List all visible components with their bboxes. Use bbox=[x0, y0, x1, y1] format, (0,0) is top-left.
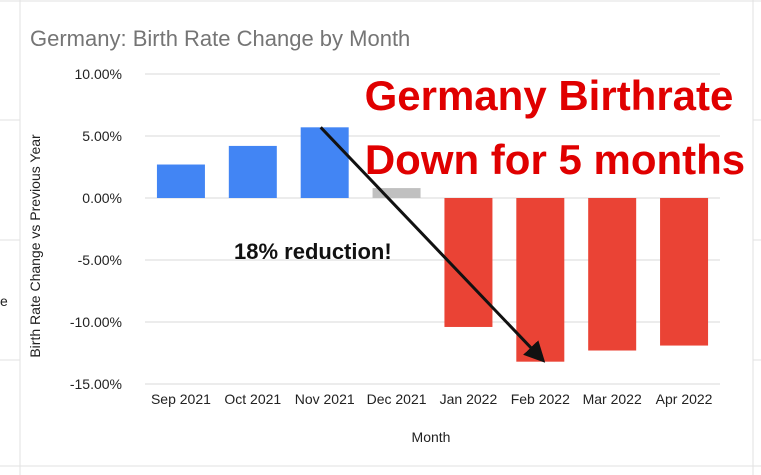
bar-oct-2021 bbox=[228, 145, 277, 198]
reduction-annotation: 18% reduction! bbox=[234, 239, 392, 264]
x-tick-label: Mar 2022 bbox=[583, 391, 642, 407]
bar-jan-2022 bbox=[444, 198, 493, 327]
bar-apr-2022 bbox=[660, 198, 709, 346]
y-tick-label: 5.00% bbox=[82, 128, 122, 144]
bar-mar-2022 bbox=[588, 198, 637, 351]
x-tick-label: Nov 2021 bbox=[295, 391, 355, 407]
y-tick-label: -5.00% bbox=[78, 252, 122, 268]
y-tick-label: -15.00% bbox=[70, 376, 122, 392]
y-axis-ticks: 10.00% 5.00% 0.00% -5.00% -10.00% -15.00% bbox=[70, 66, 122, 392]
headline-line-1: Germany Birthrate bbox=[365, 72, 734, 119]
y-tick-label: -10.00% bbox=[70, 314, 122, 330]
y-axis-title: Birth Rate Change vs Previous Year bbox=[27, 134, 43, 358]
bar-feb-2022 bbox=[516, 198, 565, 362]
x-tick-label: Feb 2022 bbox=[511, 391, 570, 407]
x-axis-title: Month bbox=[412, 429, 451, 445]
headline-line-2: Down for 5 months bbox=[365, 136, 745, 183]
chart-title: Germany: Birth Rate Change by Month bbox=[30, 26, 410, 51]
bar-nov-2021 bbox=[300, 127, 349, 198]
x-axis-ticks: Sep 2021 Oct 2021 Nov 2021 Dec 2021 Jan 2022… bbox=[151, 391, 713, 407]
x-tick-label: Apr 2022 bbox=[656, 391, 713, 407]
x-tick-label: Dec 2021 bbox=[367, 391, 427, 407]
x-tick-label: Sep 2021 bbox=[151, 391, 211, 407]
bar-dec-2021 bbox=[372, 188, 421, 198]
bars bbox=[156, 127, 709, 362]
y-tick-label: 10.00% bbox=[75, 66, 122, 82]
cut-off-cell-text: e bbox=[0, 293, 8, 309]
trend-arrow bbox=[319, 126, 546, 363]
bar-sep-2021 bbox=[156, 164, 205, 198]
x-tick-label: Jan 2022 bbox=[440, 391, 498, 407]
x-tick-label: Oct 2021 bbox=[224, 391, 281, 407]
y-tick-label: 0.00% bbox=[82, 190, 122, 206]
